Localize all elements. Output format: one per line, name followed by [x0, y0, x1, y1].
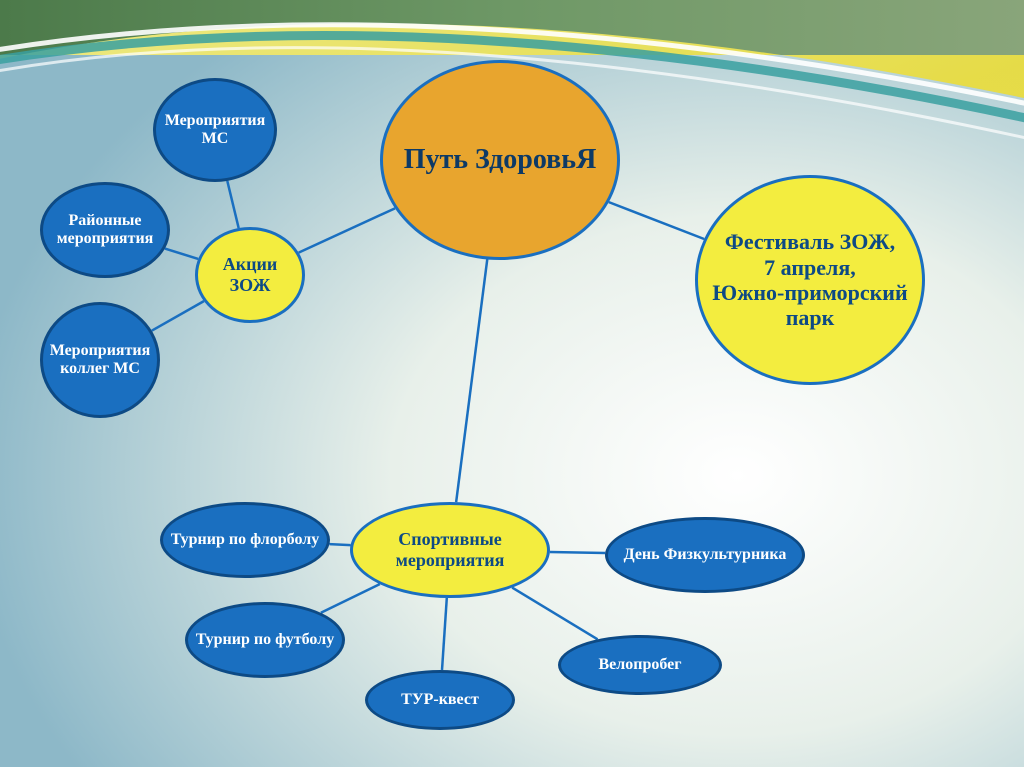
node-root-label: Путь ЗдоровьЯ [404, 144, 597, 176]
node-colleagues_events: Мероприятия коллег МС [40, 302, 160, 418]
node-ms_events: Мероприятия МС [153, 78, 277, 182]
node-florball: Турнир по флорболу [160, 502, 330, 578]
node-district_events: Районные мероприятия [40, 182, 170, 278]
node-aktsii: Акции ЗОЖ [195, 227, 305, 323]
node-florball-label: Турнир по флорболу [171, 531, 319, 549]
node-football: Турнир по футболу [185, 602, 345, 678]
node-fizkult-label: День Физкультурника [624, 546, 787, 564]
node-velo-label: Велопробег [598, 656, 681, 674]
node-velo: Велопробег [558, 635, 722, 695]
node-sport-label: Спортивные мероприятия [359, 529, 541, 570]
node-turquest: ТУР-квест [365, 670, 515, 730]
diagram-stage: Путь ЗдоровьЯ Акции ЗОЖ Мероприятия МС Райо… [0, 0, 1024, 767]
node-ms_events-label: Мероприятия МС [162, 112, 268, 149]
node-root: Путь ЗдоровьЯ [380, 60, 620, 260]
node-colleagues_events-label: Мероприятия коллег МС [49, 342, 151, 379]
node-football-label: Турнир по футболу [196, 631, 334, 649]
node-district_events-label: Районные мероприятия [49, 212, 161, 249]
node-festival-label: Фестиваль ЗОЖ, 7 апреля, Южно-приморский… [704, 229, 916, 330]
node-turquest-label: ТУР-квест [401, 691, 479, 709]
node-aktsii-label: Акции ЗОЖ [204, 254, 296, 295]
node-fizkult: День Физкультурника [605, 517, 805, 593]
node-sport: Спортивные мероприятия [350, 502, 550, 598]
node-festival: Фестиваль ЗОЖ, 7 апреля, Южно-приморский… [695, 175, 925, 385]
